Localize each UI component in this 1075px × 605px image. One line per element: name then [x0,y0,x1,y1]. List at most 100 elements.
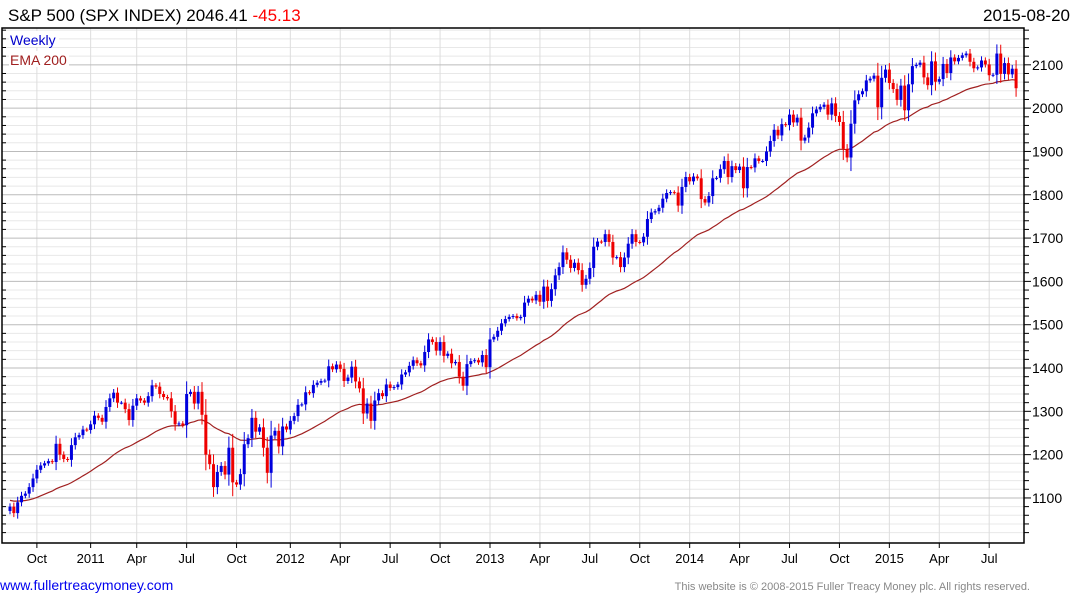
candle-down [703,199,707,203]
candle-up [319,381,323,383]
candle-up [549,289,553,301]
candle-up [653,211,657,213]
candle-up [626,243,630,258]
candle-up [864,80,868,92]
candle-up [818,106,822,110]
candle-down [569,259,573,268]
candle-up [745,167,749,189]
candle-down [515,316,519,319]
candle-down [922,62,926,78]
candle-up [453,361,457,364]
candle-up [980,60,984,68]
candle-up [503,319,507,324]
candle-up [31,478,35,488]
candle-up [188,391,192,395]
candle-down [165,397,169,399]
candle-up [899,85,903,100]
candle-down [546,286,550,301]
candle-up [596,241,600,247]
candle-down [1014,68,1018,89]
candle-down [223,465,227,475]
candle-up [622,257,626,268]
candle-down [142,400,146,403]
candle-down [845,148,849,158]
candle-down [676,192,680,206]
y-axis: 1100 1200 1300 1400 1500 1600 1700 1800 1900 2000… [2,29,1063,534]
candle-down [841,121,845,149]
candle-up [77,435,81,438]
candle-down [434,342,438,351]
candle-down [926,77,930,86]
candle-down [887,69,891,84]
chart-title: S&P 500 (SPX INDEX) 2046.41 [8,6,248,25]
x-tick-label: Jul [178,551,195,566]
candle-down [308,392,312,394]
candle-down [154,385,158,387]
candle-up [334,364,338,370]
candle-down [277,430,281,447]
candle-up [304,392,308,405]
candle-down [791,114,795,123]
candle-up [976,67,980,69]
candle-down [891,83,895,90]
legend-bg-1 [9,31,59,47]
candle-up [738,166,742,171]
candle-up [918,62,922,65]
candle-down [58,443,62,455]
y-tick-label: 1100 [1032,490,1062,506]
candle-up [680,186,684,206]
candle-up [718,169,722,178]
candle-up [384,384,388,397]
copyright: This website is © 2008-2015 Fuller Treac… [675,581,1030,593]
candle-up [991,74,995,76]
candle-up [258,427,262,432]
candle-up [630,234,634,244]
candle-down [192,391,196,404]
candle-up [365,403,369,414]
candle-up [135,398,139,406]
candle-up [753,158,757,168]
candle-down [983,60,987,65]
x-axis: Oct 2011 Apr Jul Oct 2012 Apr Jul Oct 2013 Apr Jul O… [27,543,998,566]
candle-down [284,426,288,430]
candle-up [92,415,96,425]
candle-up [404,372,408,375]
candle-up [411,360,415,366]
candle-down [158,386,162,395]
candle-down [987,64,991,76]
candle-down [212,464,216,488]
y-tick-label: 1500 [1032,317,1063,333]
candle-down [331,366,335,370]
candle-up [995,53,999,75]
x-tick-label: Jul [582,551,599,566]
candle-up [661,198,665,208]
candle-up [242,444,246,475]
candle-up [108,398,112,407]
candle-down [607,234,611,242]
candle-down [799,117,803,141]
candle-up [46,461,50,464]
candle-down [369,403,373,421]
legend-weekly: Weekly [10,32,56,48]
candle-up [281,426,285,447]
candle-down [903,85,907,111]
candle-down [139,398,143,401]
candle-down [895,89,899,100]
candle-down [338,364,342,369]
candle-up [400,374,404,385]
candle-up [150,385,154,397]
candle-up [396,384,400,388]
candle-up [35,469,39,479]
candle-up [807,127,811,138]
grid [2,28,1024,543]
candle-down [634,234,638,242]
candle-up [684,176,688,187]
candle-down [123,402,127,410]
x-tick-label: Jul [981,551,998,566]
candle-up [849,123,853,158]
candle-down [430,339,434,343]
site-link[interactable]: www.fullertreacymoney.com [0,577,173,593]
candles-layer [8,44,1018,519]
candle-up [119,402,123,404]
